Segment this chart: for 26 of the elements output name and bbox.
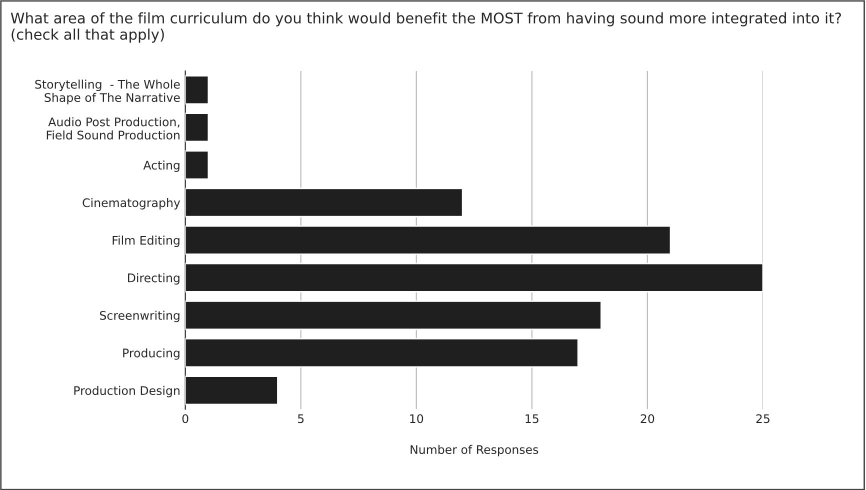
chart-title: What area of the film curriculum do you think would benefit the MOST from having sound more integrated into it? (check all that apply) — [10, 12, 841, 43]
y-tick-label: Film Editing — [112, 236, 180, 248]
bar — [185, 225, 672, 255]
bar — [185, 300, 602, 330]
y-tick-label: Directing — [128, 273, 180, 285]
bar — [185, 112, 210, 142]
y-tick-label: Audio Post Production, Field Sound Production — [46, 117, 180, 140]
y-tick-label: Cinematography — [82, 198, 180, 210]
bar — [185, 75, 210, 105]
x-tick-label: 0 — [182, 414, 188, 424]
x-axis-title: Number of Responses — [410, 444, 538, 456]
y-tick-label: Screenwriting — [100, 310, 180, 322]
y-tick-label: Producing — [123, 348, 180, 360]
y-tick-label: Acting — [143, 160, 180, 172]
x-tick-label: 10 — [410, 414, 424, 424]
x-tick-label: 20 — [640, 414, 654, 424]
bar — [185, 376, 278, 406]
bar — [185, 338, 579, 368]
y-tick-label: Storytelling - The Whole Shape of The Narrative — [35, 80, 180, 104]
bar — [185, 188, 464, 218]
y-tick-label: Production Design — [74, 386, 180, 398]
bar — [185, 262, 763, 292]
x-tick-label: 25 — [756, 414, 770, 424]
bar — [185, 150, 210, 180]
x-tick-label: 15 — [526, 414, 538, 424]
x-tick-label: 5 — [298, 414, 304, 424]
